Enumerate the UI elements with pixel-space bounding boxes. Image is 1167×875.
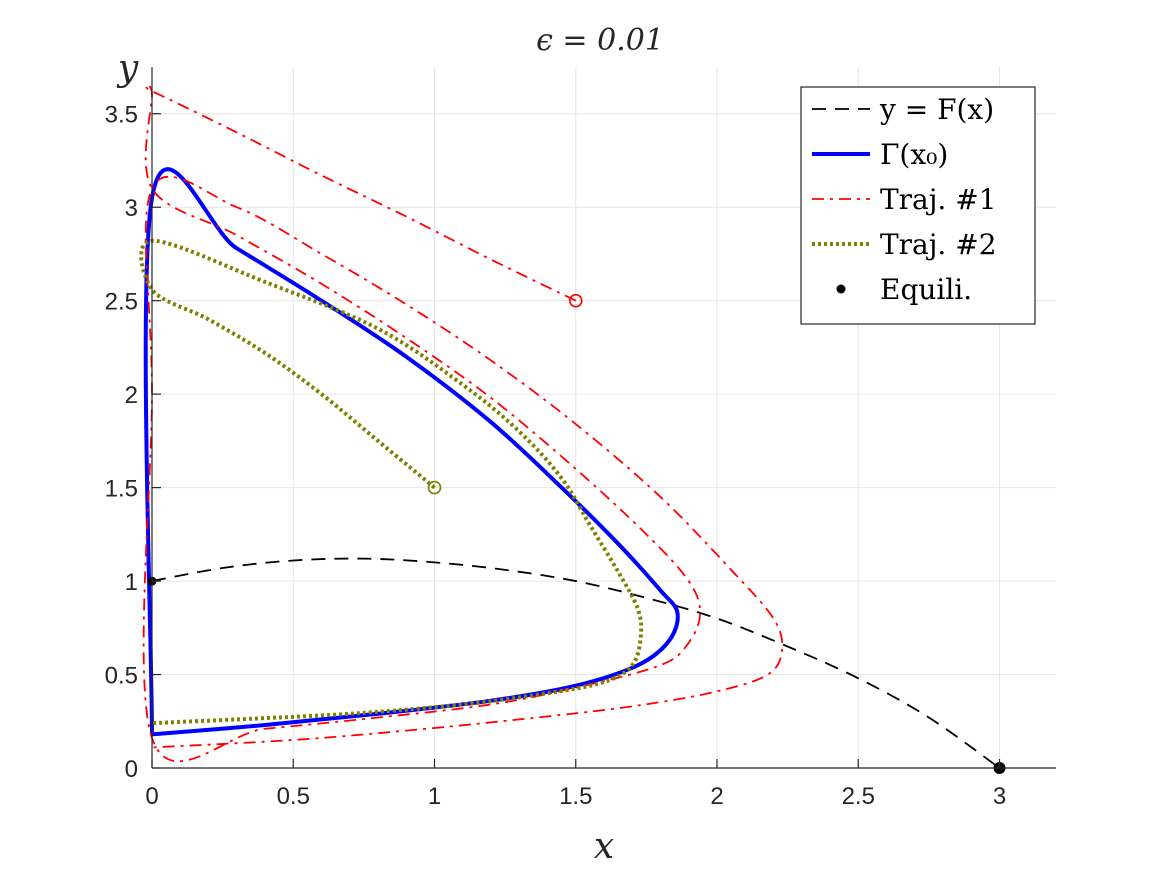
chart-title: ϵ = 0.01	[536, 23, 664, 58]
y-tick-label: 2.5	[105, 289, 138, 316]
x-tick-label: 3	[993, 783, 1006, 810]
y-axis-label: y	[116, 48, 139, 89]
y-tick-label: 1	[125, 569, 138, 596]
legend: y = F(x) Γ(x₀) Traj. #1 Traj. #2 Equili.	[800, 86, 1036, 325]
series-fx-line	[151, 557, 1001, 769]
y-tick-label: 2	[125, 382, 138, 409]
x-axis-label: x	[594, 826, 614, 867]
legend-box	[800, 86, 1036, 325]
y-tick-label: 0.5	[105, 663, 138, 690]
x-tick-label: 1	[428, 783, 441, 810]
legend-label-equilibria: Equili.	[880, 273, 972, 306]
y-tick-label: 3.5	[105, 102, 138, 129]
start-marker-traj2	[427, 480, 442, 495]
x-tick-label: 2.5	[842, 783, 875, 810]
x-tick-label: 1.5	[559, 783, 592, 810]
x-tick-label: 0	[145, 783, 158, 810]
x-tick-label: 2	[710, 783, 723, 810]
series-traj1-line	[142, 83, 784, 763]
legend-label-traj2: Traj. #2	[880, 228, 997, 261]
legend-label-fx: y = F(x)	[879, 93, 994, 126]
axes	[151, 67, 1056, 769]
legend-label-gamma: Γ(x₀)	[880, 138, 948, 171]
series-traj2-line	[139, 238, 644, 726]
ticks: 0 0.5 1 1.5 2 2.5 3 0 0.5 1 1.5 2 2.5 3 3.5	[105, 102, 1007, 810]
series-layer	[139, 83, 1006, 774]
start-marker-traj1	[568, 293, 583, 308]
x-tick-label: 0.5	[277, 783, 310, 810]
legend-label-traj1: Traj. #1	[880, 183, 997, 216]
legend-swatch-equilibria	[836, 284, 846, 294]
y-tick-label: 0	[125, 756, 138, 783]
y-tick-label: 3	[125, 195, 138, 222]
series-gamma-line	[143, 167, 680, 737]
y-tick-label: 1.5	[105, 476, 138, 503]
